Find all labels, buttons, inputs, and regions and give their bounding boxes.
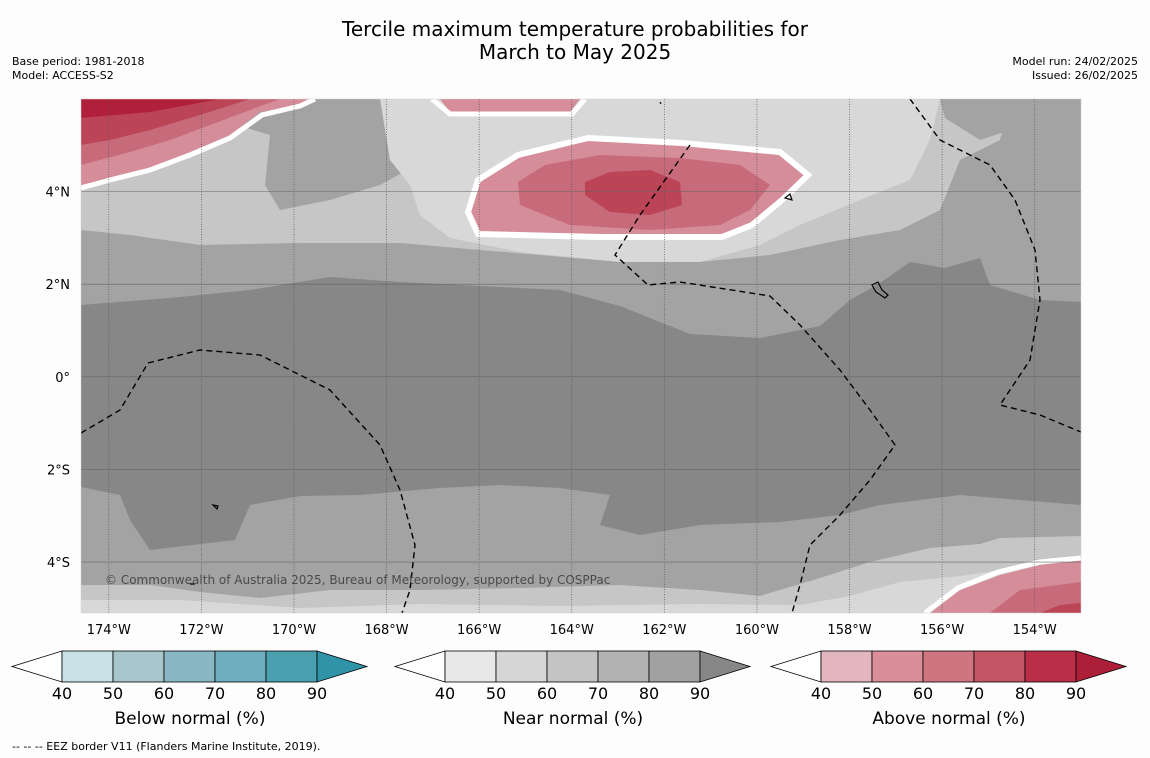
- lat-tick-label: 2°N: [46, 278, 71, 293]
- colorbar-tick-label: 80: [256, 684, 276, 703]
- lat-tick-label: 4°S: [47, 556, 70, 571]
- field-above-70-80-se: [1040, 603, 1081, 613]
- eez-borders: [81, 99, 1081, 613]
- colorbar-tick-label: 80: [1015, 684, 1035, 703]
- lat-tick-label: 2°S: [47, 463, 70, 478]
- colorbar-segment: [61, 650, 114, 683]
- colorbar-extend-low: [10, 650, 63, 683]
- lon-tick-label: 168°W: [364, 623, 408, 638]
- lon-tick-label: 158°W: [827, 623, 871, 638]
- lon-tick-label: 156°W: [920, 623, 964, 638]
- lon-tick-label: 162°W: [642, 623, 686, 638]
- lat-tick-label: 0°: [55, 371, 70, 386]
- colorbar-segment: [444, 650, 497, 683]
- field-above-60-70-se: [990, 582, 1081, 613]
- colorbar-label-near: Near normal (%): [502, 709, 644, 729]
- field-above-80-90-nw: [81, 99, 220, 118]
- field-near-50-60-south: [81, 560, 1081, 613]
- colorbar-tick-label: 60: [913, 684, 933, 703]
- colorbar-segment: [973, 650, 1026, 683]
- base-period: Base period: 1981-2018: [12, 55, 145, 68]
- lon-tick-label: 170°W: [272, 623, 316, 638]
- meta-right: Model run: 24/02/2025 Issued: 26/02/2025: [1012, 55, 1138, 83]
- colorbar-segment: [871, 650, 924, 683]
- eez-footnote: -- -- -- EEZ border V11 (Flanders Marine…: [12, 740, 321, 753]
- gridlines: [81, 99, 1081, 613]
- colorbar-tick-label: 90: [690, 684, 710, 703]
- colorbar-segment: [265, 650, 318, 683]
- meta-left: Base period: 1981-2018 Model: ACCESS-S2: [12, 55, 144, 83]
- lon-tick-label: 164°W: [550, 623, 594, 638]
- colorbar-extend-high: [699, 650, 752, 683]
- colorbar-tick-label: 90: [1066, 684, 1086, 703]
- colorbar-segment: [546, 650, 599, 683]
- eez-border-west: [81, 349, 416, 613]
- boundary-above-center: [464, 134, 813, 240]
- title-line-1: Tercile maximum temperature probabilitie…: [342, 17, 808, 41]
- island-2: [783, 192, 793, 201]
- eez-border-central: [614, 144, 896, 613]
- lon-tick-label: 154°W: [1013, 623, 1057, 638]
- boundary-above-se: [923, 555, 1081, 613]
- map-plot-area: [81, 99, 1081, 613]
- colorbar-label-above: Above normal (%): [872, 709, 1026, 729]
- field-above-50-60-top: [440, 99, 580, 112]
- island-1: [871, 281, 889, 299]
- lon-tick-label: 172°W: [179, 623, 223, 638]
- colorbar-tick-label: 60: [154, 684, 174, 703]
- colorbar-segment: [163, 650, 216, 683]
- colorbar-extend-high: [1075, 650, 1128, 683]
- colorbar-segment: [820, 650, 873, 683]
- lon-tick-label: 166°W: [457, 623, 501, 638]
- lat-tick-label: 4°N: [46, 186, 71, 201]
- colorbar-tick-label: 60: [537, 684, 557, 703]
- axis-labels: 174°W 172°W 170°W 168°W 166°W 164°W 162°W 160°W…: [46, 186, 1057, 638]
- field-near-70-80-blob-east: [940, 99, 1081, 150]
- field-near-60-70-south: [81, 536, 1081, 613]
- colorbar-tick-label: 50: [103, 684, 123, 703]
- colorbar-tick-label: 70: [588, 684, 608, 703]
- colorbar-extend-low: [393, 650, 446, 683]
- colorbars: 40 50 60 70 80 90 40 50 60 70 80 90 40 50 60 70 80 90: [10, 650, 1128, 703]
- colorbar-tick-label: 70: [205, 684, 225, 703]
- plot-frame: [80, 98, 1082, 614]
- colorbar: 40 50 60 70 80 90: [10, 650, 369, 703]
- model-name: Model: ACCESS-S2: [12, 69, 114, 82]
- colorbar-tick-label: 50: [486, 684, 506, 703]
- model-run: Model run: 24/02/2025: [1012, 55, 1138, 68]
- colorbar-extend-high: [316, 650, 369, 683]
- title-line-2: March to May 2025: [478, 40, 672, 64]
- colorbar-tick-label: 80: [639, 684, 659, 703]
- colorbar-label-below: Below normal (%): [114, 709, 266, 729]
- colorbar-tick-label: 70: [964, 684, 984, 703]
- field-near-80-90: [81, 258, 1081, 550]
- colorbar-tick-label: 40: [435, 684, 455, 703]
- lon-tick-label: 174°W: [87, 623, 131, 638]
- colorbar-segment: [597, 650, 650, 683]
- islands: [190, 101, 889, 585]
- colorbar-tick-label: 40: [811, 684, 831, 703]
- lon-tick-label: 160°W: [735, 623, 779, 638]
- colorbar-extend-low: [769, 650, 822, 683]
- copyright-text: © Commonwealth of Australia 2025, Bureau…: [105, 573, 610, 587]
- colorbar-segment: [648, 650, 701, 683]
- map-title: Tercile maximum temperature probabilitie…: [0, 18, 1150, 64]
- field-above-70-80-center: [585, 170, 682, 215]
- colorbar-segment: [1024, 650, 1077, 683]
- colorbar-segment: [495, 650, 548, 683]
- island-3: [211, 504, 219, 511]
- colorbar: 40 50 60 70 80 90: [769, 650, 1128, 703]
- issued-date: Issued: 26/02/2025: [1031, 69, 1138, 82]
- colorbar-segment: [112, 650, 165, 683]
- colorbar-tick-label: 40: [52, 684, 72, 703]
- colorbar-segment: [214, 650, 267, 683]
- colorbar-segment: [922, 650, 975, 683]
- colorbar-tick-label: 50: [862, 684, 882, 703]
- boundary-above-top: [430, 99, 587, 117]
- colorbar: 40 50 60 70 80 90: [393, 650, 752, 703]
- island-5: [659, 101, 662, 105]
- colorbar-tick-label: 90: [307, 684, 327, 703]
